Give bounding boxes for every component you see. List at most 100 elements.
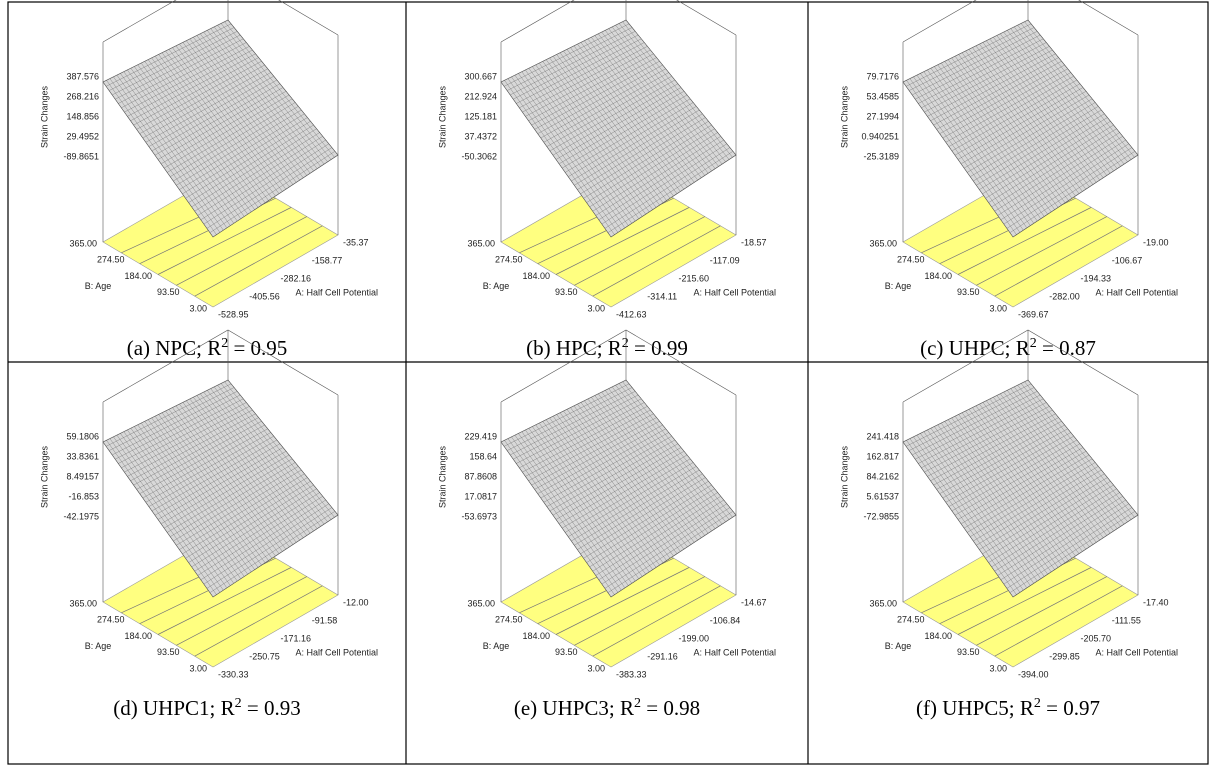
age-tick-label: 3.00 bbox=[989, 303, 1007, 313]
z-tick-label: 17.0817 bbox=[464, 491, 497, 501]
hcp-tick-label: -330.33 bbox=[218, 669, 249, 679]
hcp-tick-label: -35.37 bbox=[343, 237, 369, 247]
age-tick-label: 3.00 bbox=[189, 303, 207, 313]
z-tick-label: 37.4372 bbox=[464, 131, 497, 141]
caption-text: (c) UHPC; R bbox=[920, 336, 1030, 360]
contour bbox=[194, 225, 323, 297]
z-tick-label: 158.64 bbox=[469, 451, 497, 461]
age-tick-label: 3.00 bbox=[587, 663, 605, 673]
hcp-tick-label: -171.16 bbox=[281, 633, 312, 643]
panel: 79.7176 53.4585 27.1994 0.940251 -25.3189 Str… bbox=[839, 0, 1178, 360]
caption-sup: 2 bbox=[1030, 336, 1037, 351]
z-tick-label: 125.181 bbox=[464, 111, 497, 121]
caption-tail: = 0.98 bbox=[641, 696, 700, 720]
age-tick-label: 184.00 bbox=[522, 631, 550, 641]
contour bbox=[555, 567, 690, 635]
z-tick-label: 300.667 bbox=[464, 71, 497, 81]
contour bbox=[957, 567, 1092, 635]
hcp-tick-label: -19.00 bbox=[1143, 237, 1169, 247]
age-tick-label: 184.00 bbox=[522, 271, 550, 281]
age-tick-label: 365.00 bbox=[69, 238, 97, 248]
hcp-tick-label: -314.11 bbox=[647, 291, 677, 301]
age-tick-label: 184.00 bbox=[124, 271, 152, 281]
z-tick-label: 268.216 bbox=[66, 91, 99, 101]
hcp-tick-label: -205.70 bbox=[1081, 633, 1112, 643]
caption-text: (a) NPC; R bbox=[127, 336, 222, 360]
panel: 241.418 162.817 84.2162 5.61537 -72.9855 Stra… bbox=[839, 329, 1178, 720]
hcp-tick-label: -394.00 bbox=[1018, 669, 1049, 679]
contour bbox=[592, 225, 721, 297]
contour bbox=[157, 567, 292, 635]
hcp-tick-label: -412.63 bbox=[616, 309, 647, 319]
panel: 387.576 268.216 148.856 29.4952 -89.8651 Stra… bbox=[39, 0, 378, 360]
z-tick-label: 29.4952 bbox=[66, 131, 99, 141]
hcp-tick-label: -111.55 bbox=[1112, 615, 1141, 625]
contour bbox=[176, 216, 307, 286]
hcp-tick-label: -405.56 bbox=[249, 291, 280, 301]
box-edge bbox=[102, 329, 339, 403]
contour bbox=[157, 207, 292, 275]
age-axis-label: B: Age bbox=[483, 281, 510, 291]
hcp-axis-label: A: Half Cell Potential bbox=[694, 287, 777, 297]
hcp-tick-label: -106.67 bbox=[1112, 255, 1143, 265]
caption-text: (f) UHPC5; R bbox=[916, 696, 1034, 720]
z-axis-label: Strain Changes bbox=[839, 85, 849, 148]
age-tick-label: 3.00 bbox=[587, 303, 605, 313]
surface-mesh bbox=[902, 379, 1139, 598]
surface-mesh bbox=[500, 379, 737, 598]
caption: (f) UHPC5; R2 = 0.97 bbox=[916, 696, 1100, 720]
age-tick-label: 184.00 bbox=[924, 271, 952, 281]
hcp-tick-label: -250.75 bbox=[249, 651, 280, 661]
age-axis-label: B: Age bbox=[85, 641, 112, 651]
hcp-tick-label: -194.33 bbox=[1081, 273, 1112, 283]
z-tick-label: 8.49157 bbox=[66, 471, 99, 481]
z-tick-label: 212.924 bbox=[464, 91, 497, 101]
hcp-tick-label: -291.16 bbox=[647, 651, 678, 661]
z-tick-label: 53.4585 bbox=[866, 91, 899, 101]
z-tick-label: 5.61537 bbox=[866, 491, 899, 501]
box-edge bbox=[500, 329, 737, 403]
age-tick-label: 274.50 bbox=[495, 255, 523, 265]
hcp-tick-label: -199.00 bbox=[679, 633, 710, 643]
age-tick-label: 365.00 bbox=[467, 238, 495, 248]
hcp-tick-label: -158.77 bbox=[312, 255, 343, 265]
contour bbox=[555, 207, 690, 275]
z-tick-label: 87.8608 bbox=[464, 471, 497, 481]
age-axis-label: B: Age bbox=[885, 641, 912, 651]
panel: 300.667 212.924 125.181 37.4372 -50.3062 Stra… bbox=[437, 0, 776, 360]
caption-sup: 2 bbox=[634, 696, 641, 711]
z-axis-label: Strain Changes bbox=[437, 445, 447, 508]
z-tick-label: 27.1994 bbox=[866, 111, 899, 121]
hcp-tick-label: -299.85 bbox=[1049, 651, 1080, 661]
age-tick-label: 274.50 bbox=[897, 615, 925, 625]
caption-tail: = 0.99 bbox=[629, 336, 688, 360]
surface-mesh bbox=[102, 19, 339, 238]
z-tick-label: -72.9855 bbox=[863, 511, 899, 521]
caption-text: (e) UHPC3; R bbox=[514, 696, 634, 720]
z-tick-label: 162.817 bbox=[866, 451, 899, 461]
age-tick-label: 274.50 bbox=[897, 255, 925, 265]
hcp-tick-label: -369.67 bbox=[1018, 309, 1049, 319]
surface-mesh bbox=[500, 19, 737, 238]
z-axis-label: Strain Changes bbox=[437, 85, 447, 148]
z-tick-label: 0.940251 bbox=[861, 131, 899, 141]
caption: (a) NPC; R2 = 0.95 bbox=[127, 336, 288, 360]
contour bbox=[976, 576, 1107, 646]
age-tick-label: 274.50 bbox=[97, 255, 125, 265]
age-tick-label: 93.50 bbox=[555, 647, 578, 657]
age-tick-label: 93.50 bbox=[157, 287, 180, 297]
table-border bbox=[7, 1, 1209, 765]
hcp-tick-label: -12.00 bbox=[343, 597, 369, 607]
hcp-tick-label: -91.58 bbox=[312, 615, 338, 625]
hcp-tick-label: -18.57 bbox=[741, 237, 767, 247]
age-tick-label: 365.00 bbox=[467, 598, 495, 608]
age-axis-label: B: Age bbox=[483, 641, 510, 651]
caption-text: (b) HPC; R bbox=[526, 336, 622, 360]
caption-tail: = 0.87 bbox=[1037, 336, 1096, 360]
z-tick-label: -25.3189 bbox=[863, 151, 899, 161]
age-tick-label: 274.50 bbox=[495, 615, 523, 625]
hcp-axis-label: A: Half Cell Potential bbox=[296, 287, 379, 297]
hcp-tick-label: -117.09 bbox=[710, 255, 740, 265]
hcp-tick-label: -17.40 bbox=[1143, 597, 1169, 607]
